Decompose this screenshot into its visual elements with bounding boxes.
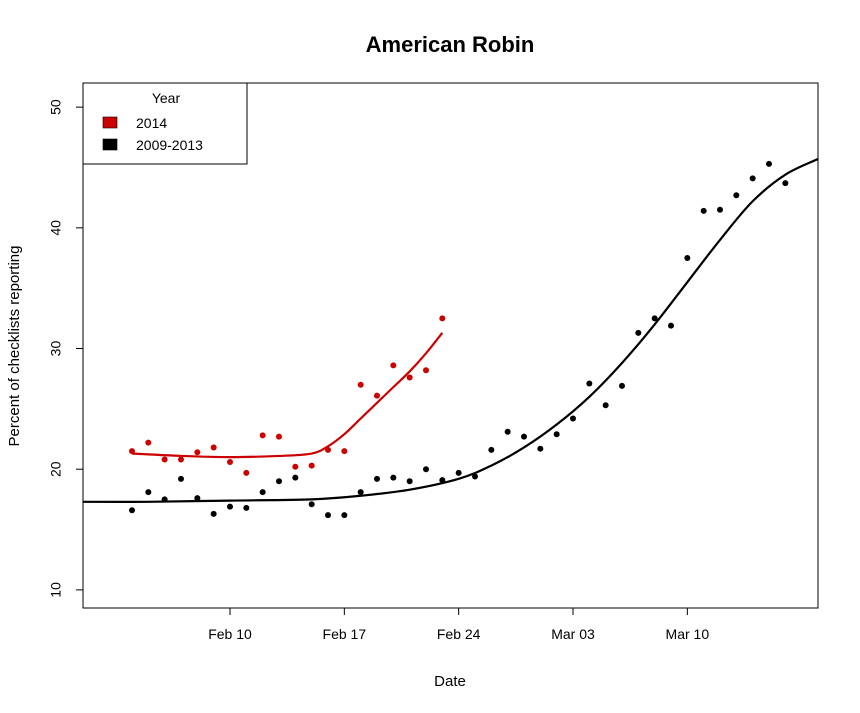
point-2009-2013-14	[357, 489, 364, 496]
chart-title: American Robin	[366, 32, 535, 57]
point-2009-2013-10	[292, 474, 299, 481]
legend-label-2014: 2014	[136, 115, 167, 131]
point-2009-2013-1	[145, 489, 152, 496]
point-2014-2	[161, 456, 168, 463]
point-2009-2013-38	[749, 175, 756, 182]
y-tick-label-4: 50	[48, 99, 64, 115]
point-2009-2013-23	[504, 428, 511, 435]
point-2009-2013-22	[488, 446, 495, 453]
point-2014-15	[374, 392, 380, 399]
legend-swatch-2014	[102, 116, 118, 129]
points-layer	[129, 160, 789, 519]
legend-title: Year	[152, 90, 181, 106]
point-2009-2013-0	[129, 507, 135, 514]
x-tick-label-4: Mar 10	[666, 626, 710, 642]
point-2009-2013-7	[243, 504, 250, 511]
point-2009-2013-26	[553, 431, 560, 438]
point-2009-2013-24	[521, 433, 527, 440]
point-2014-4	[194, 449, 201, 456]
point-2009-2013-40	[782, 180, 789, 187]
x-tick-label-1: Feb 17	[323, 626, 367, 642]
point-2009-2013-2	[161, 496, 168, 503]
point-2009-2013-35	[700, 207, 707, 214]
point-2014-5	[210, 444, 217, 451]
point-2014-14	[357, 381, 364, 388]
point-2009-2013-29	[602, 402, 609, 409]
point-2009-2013-32	[651, 315, 658, 322]
x-tick-label-3: Mar 03	[551, 626, 595, 642]
point-2014-10	[292, 463, 299, 470]
point-2009-2013-30	[619, 382, 625, 389]
point-2014-13	[341, 448, 348, 455]
point-2009-2013-31	[635, 329, 642, 336]
point-2009-2013-9	[276, 478, 282, 485]
point-2009-2013-4	[194, 495, 201, 502]
point-2009-2013-6	[227, 503, 233, 510]
y-axis-label: Percent of checklists reporting	[6, 246, 23, 447]
point-2009-2013-19	[439, 477, 446, 484]
point-2009-2013-33	[668, 322, 674, 329]
point-2009-2013-15	[374, 475, 380, 482]
point-2009-2013-5	[210, 510, 217, 517]
point-2009-2013-20	[455, 469, 462, 476]
point-2014-7	[243, 469, 250, 476]
point-2014-11	[308, 462, 315, 469]
point-2009-2013-21	[472, 473, 478, 480]
point-2014-0	[129, 448, 135, 455]
point-2009-2013-12	[325, 512, 331, 519]
x-tick-label-2: Feb 24	[437, 626, 481, 642]
point-2009-2013-16	[390, 474, 397, 481]
point-2009-2013-25	[537, 445, 544, 452]
y-axis: 10 20 30 40 50	[48, 99, 83, 598]
y-tick-label-0: 10	[48, 582, 64, 598]
point-2014-16	[390, 362, 397, 369]
point-2009-2013-3	[178, 475, 184, 482]
y-tick-label-2: 30	[48, 341, 64, 357]
y-tick-label-1: 20	[48, 461, 64, 477]
legend-swatch-2009-2013	[102, 138, 118, 151]
legend: Year 2014 2009-2013	[82, 82, 248, 165]
point-2014-17	[406, 374, 413, 381]
point-2009-2013-17	[406, 478, 413, 485]
point-2009-2013-27	[570, 415, 576, 422]
point-2014-3	[178, 456, 184, 463]
point-2014-12	[325, 446, 331, 453]
point-2009-2013-28	[586, 380, 593, 387]
point-2009-2013-37	[733, 192, 740, 199]
point-2009-2013-13	[341, 512, 348, 519]
trend-line-2014	[131, 332, 444, 459]
trend-layer	[82, 158, 819, 503]
point-2014-18	[423, 367, 429, 374]
point-2014-1	[145, 439, 152, 446]
point-2009-2013-34	[684, 255, 691, 261]
x-tick-label-0: Feb 10	[208, 626, 252, 642]
point-2009-2013-8	[259, 489, 266, 496]
point-2014-19	[439, 315, 446, 322]
point-2014-8	[259, 432, 266, 439]
point-2009-2013-39	[766, 160, 772, 167]
point-2014-6	[227, 458, 233, 465]
x-axis-label: Date	[434, 673, 466, 690]
point-2009-2013-36	[717, 206, 723, 213]
point-2009-2013-11	[308, 501, 315, 508]
plot-frame	[82, 82, 819, 609]
x-axis: Feb 10 Feb 17 Feb 24 Mar 03 Mar 10	[208, 608, 709, 642]
legend-label-2009-2013: 2009-2013	[136, 137, 203, 153]
y-tick-label-3: 40	[48, 220, 64, 236]
point-2014-9	[276, 433, 282, 440]
point-2009-2013-18	[423, 466, 429, 473]
trend-line-2009-2013	[82, 158, 819, 503]
